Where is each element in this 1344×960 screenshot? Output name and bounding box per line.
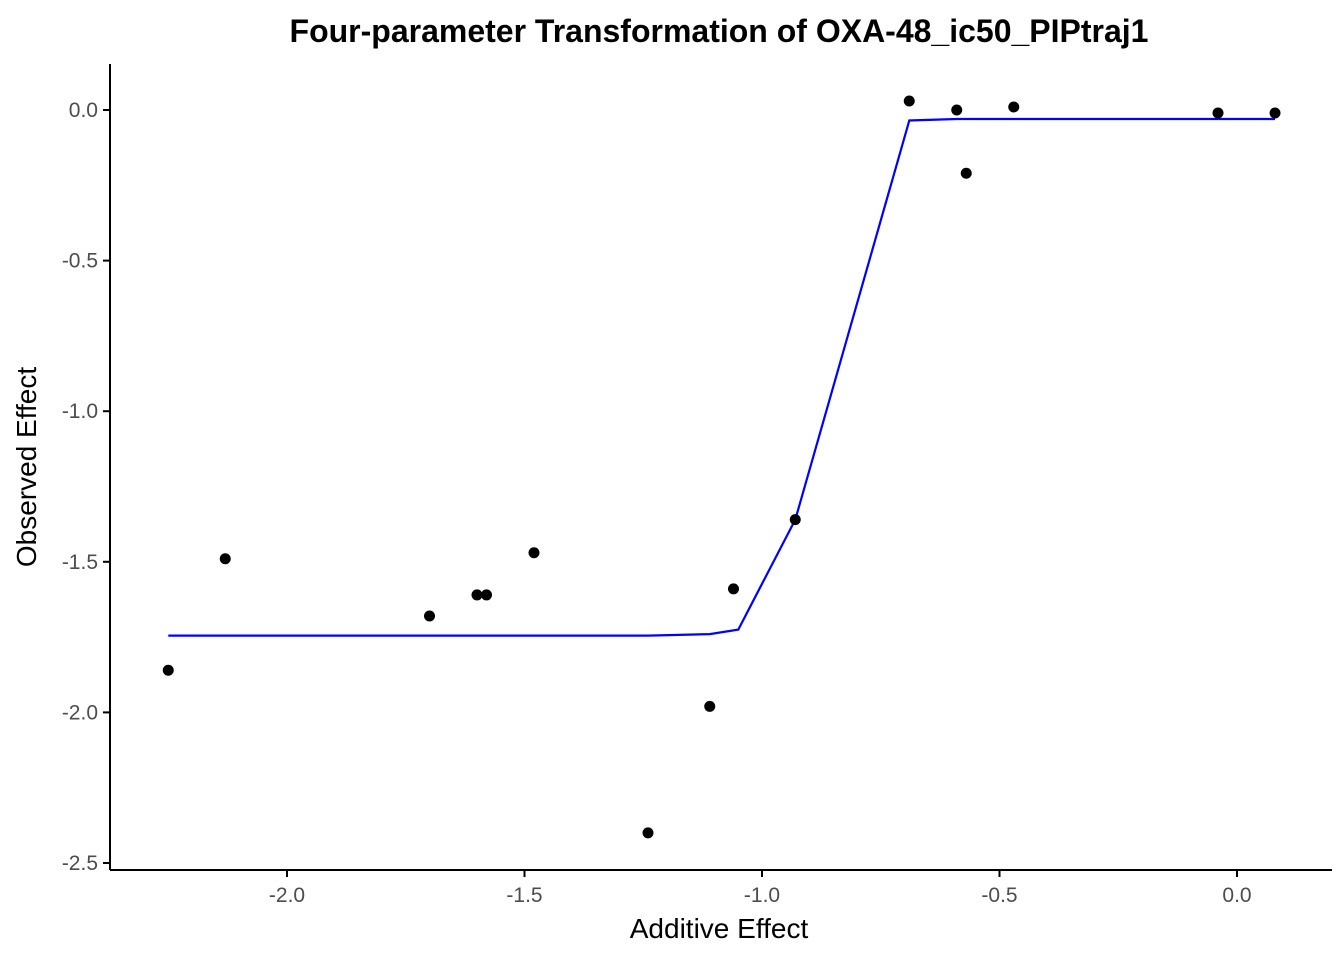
data-point [1212,107,1224,119]
data-point [642,827,654,839]
y-tick-label: 0.0 [69,99,98,122]
y-tick-label: -2.5 [62,852,98,875]
data-point [481,589,492,601]
data-point [1269,107,1281,119]
x-tick-label: -1.5 [506,884,542,907]
data-point [903,95,915,107]
data-point [528,547,540,559]
x-axis-title: Additive Effect [630,913,809,944]
x-tick-label: -0.5 [981,884,1017,907]
data-point [704,700,716,712]
chart-title: Four-parameter Transformation of OXA-48_… [290,13,1149,49]
data-point [728,583,739,595]
data-point [951,104,963,116]
data-point [960,167,972,179]
x-tick-label: 0.0 [1222,884,1251,907]
y-tick-label: -1.5 [62,551,98,574]
x-tick-label: -2.0 [269,884,305,907]
data-point [471,589,483,601]
y-tick-label: -0.5 [62,250,98,273]
data-point [162,664,174,676]
data-point [1008,101,1020,113]
fit-line [168,117,1275,637]
data-point [219,553,231,565]
y-tick-label: -2.0 [62,701,98,724]
y-tick-label: -1.0 [62,400,98,423]
y-axis-title: Observed Effect [11,367,42,567]
data-point [424,610,435,622]
x-tick-label: -1.0 [744,884,780,907]
data-point [789,514,801,526]
plot-area: -2.0 -1.5 -1.0 -0.5 0.0 0.0 -0.5 -1.0 -1.5 -2.0 -2… [62,64,1332,907]
